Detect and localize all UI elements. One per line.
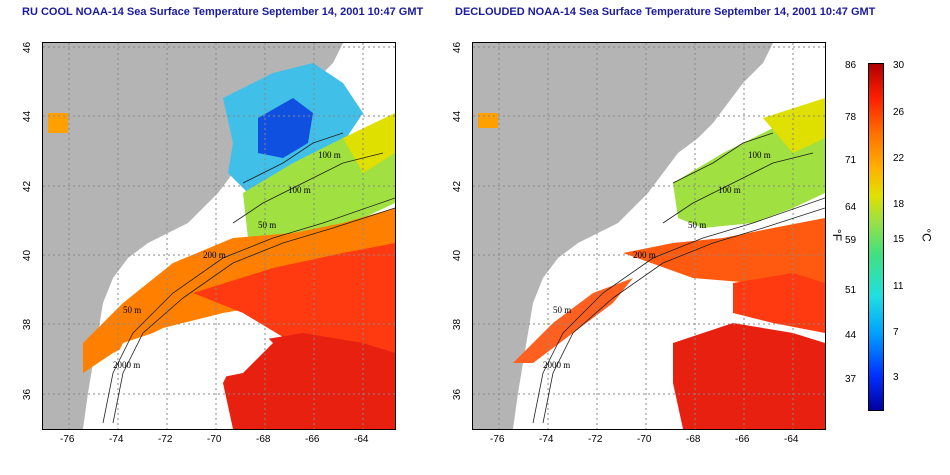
left-sst-map: 100 m 100 m 50 m 200 m 50 m 2000 m [42, 42, 396, 430]
lat-tick: 36 [22, 388, 34, 401]
contour-label: 100 m [718, 185, 741, 195]
celsius-tick: 30 [893, 60, 905, 71]
right-sst-map: 100 m 100 m 50 m 200 m 50 m 2000 m [472, 42, 826, 430]
right-map-title: DECLOUDED NOAA-14 Sea Surface Temperatur… [455, 6, 876, 18]
contour-label: 2000 m [543, 360, 570, 370]
contour-label: 50 m [123, 305, 141, 315]
celsius-tick: 7 [893, 327, 899, 338]
lat-tick: 40 [22, 249, 34, 262]
contour-label: 200 m [633, 250, 656, 260]
lon-tick: -70 [637, 434, 652, 445]
lon-tick: -70 [207, 434, 222, 445]
celsius-tick: 26 [893, 107, 905, 118]
contour-label: 200 m [203, 250, 226, 260]
lat-tick: 38 [22, 318, 34, 331]
lon-tick: -68 [256, 434, 271, 445]
fahrenheit-tick: 37 [845, 374, 857, 385]
lat-tick: 40 [452, 249, 464, 262]
temperature-colorbar [868, 63, 884, 411]
fahrenheit-tick: 86 [845, 60, 857, 71]
lon-tick: -66 [735, 434, 750, 445]
lat-tick: 42 [452, 180, 464, 193]
left-map-title: RU COOL NOAA-14 Sea Surface Temperature … [22, 6, 424, 18]
celsius-unit-label: °C [919, 228, 934, 242]
contour-label: 100 m [318, 150, 341, 160]
lat-tick: 46 [452, 41, 464, 54]
fahrenheit-tick: 44 [845, 330, 857, 341]
lat-tick: 36 [452, 388, 464, 401]
lat-tick: 46 [22, 41, 34, 54]
fahrenheit-tick: 59 [845, 235, 857, 246]
lon-tick: -74 [539, 434, 554, 445]
contour-label: 50 m [258, 220, 276, 230]
celsius-tick: 18 [893, 199, 905, 210]
lon-tick: -72 [588, 434, 603, 445]
contour-label: 50 m [688, 220, 706, 230]
lat-tick: 42 [22, 180, 34, 193]
lon-tick: -74 [109, 434, 124, 445]
celsius-tick: 11 [893, 281, 904, 292]
celsius-tick: 15 [893, 234, 905, 245]
lon-tick: -76 [490, 434, 505, 445]
fahrenheit-tick: 78 [845, 112, 857, 123]
lon-tick: -64 [354, 434, 369, 445]
lon-tick: -64 [784, 434, 799, 445]
lat-tick: 44 [22, 110, 34, 123]
lon-tick: -76 [60, 434, 75, 445]
lon-tick: -72 [158, 434, 173, 445]
fahrenheit-tick: 64 [845, 202, 857, 213]
lat-tick: 44 [452, 110, 464, 123]
contour-label: 100 m [748, 150, 771, 160]
celsius-tick: 3 [893, 372, 899, 383]
contour-label: 100 m [288, 185, 311, 195]
fahrenheit-tick: 71 [845, 155, 857, 166]
celsius-tick: 22 [893, 153, 905, 164]
fahrenheit-tick: 51 [845, 285, 857, 296]
lat-tick: 38 [452, 318, 464, 331]
fahrenheit-unit-label: °F [830, 228, 845, 242]
lon-tick: -68 [686, 434, 701, 445]
contour-label: 50 m [553, 305, 571, 315]
lon-tick: -66 [305, 434, 320, 445]
contour-label: 2000 m [113, 360, 140, 370]
